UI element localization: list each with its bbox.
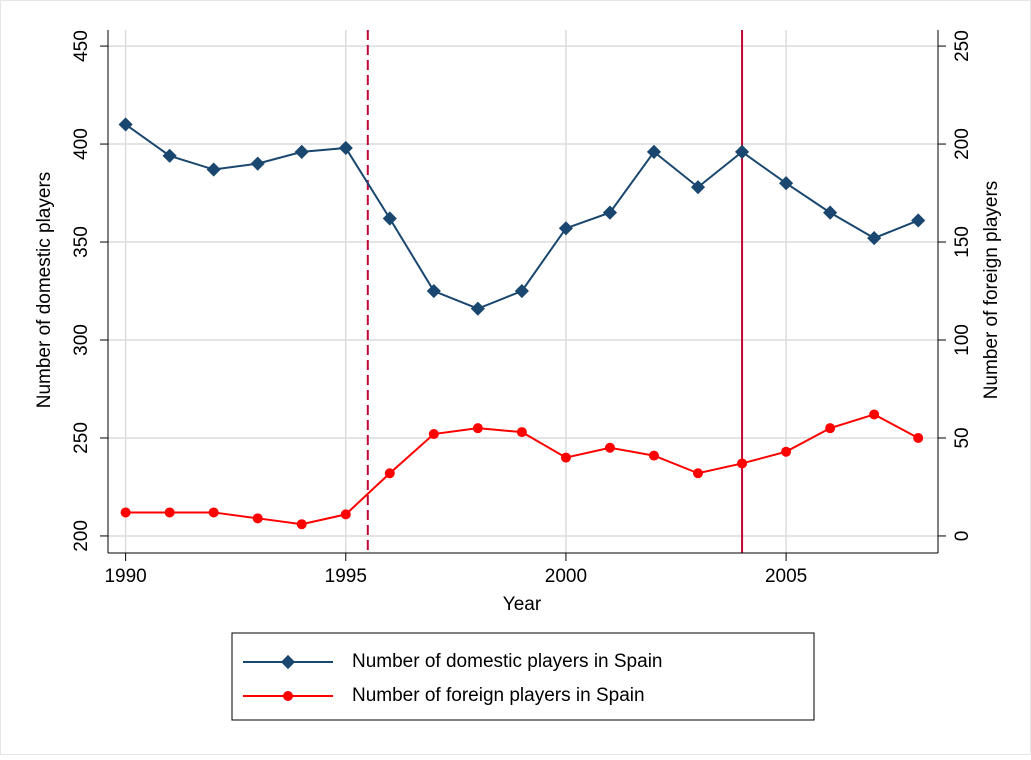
y-tick-label: 200 — [71, 520, 92, 552]
point — [252, 513, 263, 524]
y2-tick-label: 100 — [952, 324, 973, 356]
y2-tick-label: 200 — [952, 128, 973, 160]
point — [646, 144, 662, 159]
x-tick-label: 2005 — [765, 566, 807, 587]
legend-box — [231, 632, 815, 721]
y-tick-label: 450 — [71, 30, 92, 62]
x-axis-title: Year — [503, 594, 542, 615]
point — [472, 423, 483, 434]
point — [737, 458, 748, 469]
y2-tick-label: 250 — [952, 30, 973, 62]
y-axis-title: Number of domestic players — [34, 172, 55, 409]
legend-label: Number of foreign players in Spain — [352, 685, 645, 706]
point — [558, 221, 574, 236]
point — [779, 176, 794, 191]
y2-axis-title: Number of foreign players — [981, 181, 1002, 400]
point — [426, 283, 441, 299]
point — [913, 432, 924, 443]
y-tick-label: 350 — [71, 226, 92, 258]
point — [120, 507, 131, 518]
point — [734, 144, 750, 159]
point — [296, 519, 307, 530]
point — [340, 509, 351, 520]
plot — [118, 30, 926, 553]
point — [384, 468, 395, 479]
point — [693, 468, 704, 479]
x-tick-label: 2000 — [545, 566, 587, 587]
y-tick-label: 400 — [71, 128, 92, 160]
grid — [108, 30, 938, 553]
point — [428, 429, 439, 440]
point — [560, 452, 571, 463]
point — [164, 507, 175, 518]
point — [514, 283, 529, 299]
point — [294, 144, 309, 159]
x-tick-label: 1990 — [104, 566, 146, 587]
point — [470, 301, 485, 316]
point — [250, 156, 265, 171]
point — [604, 442, 615, 453]
y2-tick-label: 150 — [952, 226, 973, 258]
legend-marker — [280, 654, 296, 670]
point — [823, 205, 838, 220]
legend-label: Number of domestic players in Spain — [352, 651, 662, 672]
point — [781, 446, 792, 457]
point — [516, 427, 527, 438]
point — [602, 205, 618, 220]
point — [867, 231, 882, 246]
y2-tick-label: 50 — [952, 427, 973, 448]
point — [648, 450, 659, 461]
point — [338, 140, 353, 156]
point — [911, 213, 926, 228]
point — [690, 180, 706, 195]
legend-marker — [283, 691, 293, 701]
point — [825, 423, 836, 434]
y2-tick-label: 0 — [952, 531, 973, 542]
y-tick-label: 250 — [71, 422, 92, 454]
point — [206, 162, 221, 177]
point — [162, 148, 177, 163]
y-tick-label: 300 — [71, 324, 92, 356]
x-tick-label: 1995 — [325, 566, 367, 587]
point — [382, 211, 397, 226]
point — [208, 507, 219, 518]
point — [869, 409, 880, 420]
